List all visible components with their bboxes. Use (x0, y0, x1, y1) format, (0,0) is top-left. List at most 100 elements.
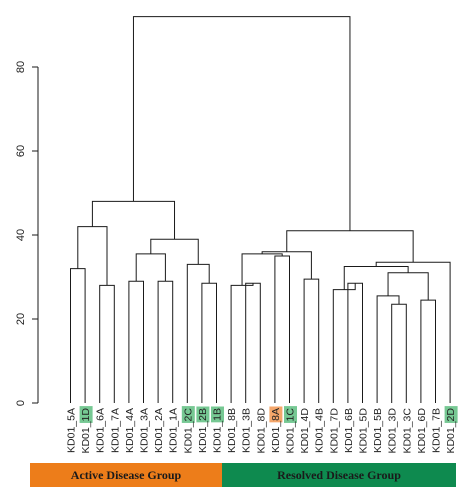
y-tick-label: 40 (15, 229, 27, 241)
leaf-highlight (79, 406, 93, 423)
leaf-label-prefix: KD01_ (358, 421, 370, 453)
dendrogram-link (332, 283, 356, 403)
leaf-label-tag: 4B (314, 408, 326, 421)
leaf-label-tag: 8A (270, 408, 282, 421)
leaf-label: KD01_7B (431, 408, 443, 453)
leaf-label: KD01_2A (153, 408, 165, 453)
leaf-label-tag: 7B (431, 408, 443, 421)
leaf-label-tag: 3A (139, 408, 151, 421)
leaf-label-tag: 3B (241, 408, 253, 421)
leaf-label-text: KD01_7A (109, 408, 121, 453)
leaf-label-tag: 6A (95, 408, 107, 421)
leaf-label: KD01_1B (211, 406, 224, 453)
dendrogram-tree (70, 16, 451, 403)
leaf-label-prefix: KD01_ (285, 421, 297, 453)
leaf-label-text: KD01_5B (372, 408, 384, 453)
leaf-label-tag: 5D (358, 408, 370, 422)
leaf-label-tag: 6D (416, 408, 428, 422)
leaf-label-tag: 4D (299, 408, 311, 422)
leaf-label-text: KD01_1D (80, 408, 92, 454)
leaf-label: KD01_5A (66, 408, 78, 453)
dendrogram-link (186, 263, 210, 403)
dendrogram-link (376, 295, 400, 403)
leaf-label-prefix: KD01_ (168, 421, 180, 453)
leaf-label-text: KD01_1A (168, 408, 180, 453)
dendrogram-link (201, 282, 217, 403)
leaf-label: KD01_5D (358, 408, 370, 454)
leaf-label-text: KD01_8B (226, 408, 238, 453)
leaf-label-prefix: KD01_ (387, 421, 399, 453)
leaf-label-text: KD01_4A (124, 408, 136, 453)
leaf-label-tag: 2B (197, 408, 209, 421)
leaf-label-tag: 4A (124, 408, 136, 421)
leaf-label-prefix: KD01_ (343, 421, 355, 453)
leaf-label-prefix: KD01_ (139, 421, 151, 453)
leaf-label-prefix: KD01_ (314, 421, 326, 453)
leaf-highlight (211, 406, 224, 423)
leaf-label-text: KD01_4D (299, 408, 311, 454)
leaf-label: KD01_1A (168, 408, 180, 453)
leaf-labels: KD01_5AKD01_1DKD01_6AKD01_7AKD01_4AKD01_… (66, 406, 458, 454)
y-tick-label: 0 (15, 400, 27, 406)
dendrogram-link (420, 299, 436, 403)
leaf-label-text: KD01_5D (358, 408, 370, 454)
leaf-label-tag: 8B (226, 408, 238, 421)
leaf-label: KD01_8A (269, 406, 283, 453)
leaf-label: KD01_1D (79, 406, 93, 454)
leaf-label-tag: 2D (445, 408, 457, 422)
leaf-label: KD01_3A (139, 408, 151, 453)
leaf-label-text: KD01_6A (95, 408, 107, 453)
dendrogram-link (150, 238, 199, 265)
leaf-label-prefix: KD01_ (299, 421, 311, 453)
leaf-highlight (444, 406, 458, 423)
leaf-label-text: KD01_8A (270, 408, 282, 453)
leaf-label: KD01_2B (196, 406, 210, 453)
leaf-label: KD01_1C (284, 406, 297, 454)
leaf-label-text: KD01_7D (328, 408, 340, 454)
leaf-highlight (181, 406, 195, 423)
leaf-label: KD01_4B (314, 408, 326, 453)
leaf-label: KD01_3C (401, 408, 413, 454)
leaf-label: KD01_4A (124, 408, 136, 453)
leaf-label-prefix: KD01_ (226, 421, 238, 453)
leaf-label-text: KD01_1C (285, 408, 297, 454)
leaf-label-prefix: KD01_ (109, 421, 121, 453)
leaf-label: KD01_7D (328, 408, 340, 454)
dendrogram-link (347, 282, 363, 403)
leaf-label: KD01_8B (226, 408, 238, 453)
leaf-label-tag: 5B (372, 408, 384, 421)
leaf-label-prefix: KD01_ (372, 421, 384, 453)
leaf-label-tag: 2A (153, 408, 165, 421)
leaf-label-text: KD01_3C (401, 408, 413, 454)
leaf-label-text: KD01_6B (343, 408, 355, 453)
dendrogram-link (245, 282, 261, 403)
leaf-label-prefix: KD01_ (95, 421, 107, 453)
leaf-label: KD01_6A (95, 408, 107, 453)
leaf-label-tag: 7D (328, 408, 340, 422)
dendrogram-link (70, 268, 86, 403)
dendrogram-link (157, 280, 174, 403)
leaf-label: KD01_3B (241, 408, 253, 453)
leaf-label-prefix: KD01_ (401, 421, 413, 453)
dendrogram-link (303, 278, 320, 403)
dendrogram-link (286, 230, 414, 263)
leaf-highlight (196, 406, 210, 423)
y-axis: 0 20 40 60 80 (15, 61, 39, 406)
leaf-label-prefix: KD01_ (255, 421, 267, 453)
leaf-label-text: KD01_1B (212, 408, 224, 453)
dendrogram-link (230, 283, 254, 403)
leaf-label: KD01_5B (372, 408, 384, 453)
leaf-label-prefix: KD01_ (416, 421, 428, 453)
dendrogram-link (91, 200, 176, 240)
leaf-label-tag: 2C (182, 408, 194, 422)
leaf-label-tag: 1D (80, 408, 92, 422)
leaf-label-tag: 1B (212, 408, 224, 421)
leaf-label-text: KD01_2D (445, 408, 457, 454)
leaf-label-tag: 3C (401, 408, 413, 422)
leaf-label-prefix: KD01_ (241, 421, 253, 453)
dendrogram-link (274, 255, 290, 403)
leaf-highlight (284, 406, 297, 423)
leaf-label-text: KD01_2B (197, 408, 209, 453)
leaf-label: KD01_4D (299, 408, 311, 454)
